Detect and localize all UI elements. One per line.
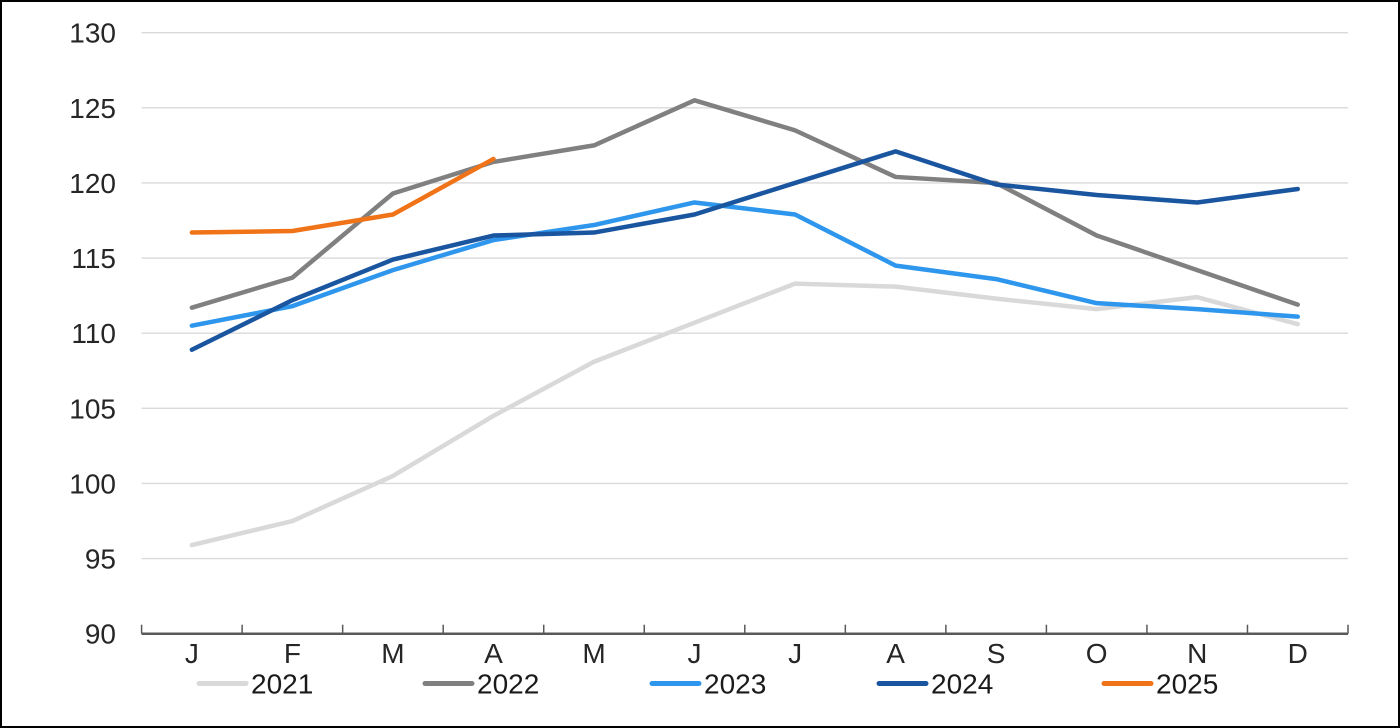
x-axis-label: J: [788, 638, 802, 669]
x-axis-label: D: [1288, 638, 1308, 669]
x-axis-label: F: [284, 638, 301, 669]
y-axis-label: 130: [69, 18, 116, 49]
x-axis-label: J: [185, 638, 199, 669]
x-axis-label: A: [484, 638, 503, 669]
x-axis-label: N: [1187, 638, 1207, 669]
legend-label-2021: 2021: [251, 669, 313, 700]
legend-label-2022: 2022: [477, 669, 539, 700]
series-line-2025: [189, 156, 496, 235]
legend-label-2025: 2025: [1156, 669, 1218, 700]
x-axis-label: M: [582, 638, 605, 669]
x-axis-label: M: [381, 638, 404, 669]
y-axis-label: 90: [85, 619, 116, 650]
series-line-2023: [189, 200, 1300, 328]
series-line-2021: [189, 281, 1300, 548]
y-axis-label: 120: [69, 168, 116, 199]
y-axis-label: 125: [69, 93, 116, 124]
y-axis-label: 115: [71, 243, 116, 274]
x-axis-label: S: [987, 638, 1006, 669]
x-axis-label: A: [886, 638, 905, 669]
y-axis-label: 105: [69, 393, 116, 424]
y-axis-label: 100: [69, 468, 116, 499]
x-axis-label: O: [1086, 638, 1108, 669]
x-axis-label: J: [688, 638, 702, 669]
legend-label-2024: 2024: [931, 669, 993, 700]
legend-label-2023: 2023: [704, 669, 766, 700]
y-axis-label: 95: [85, 544, 116, 575]
series-line-2022: [189, 98, 1300, 310]
y-axis-label: 110: [71, 318, 116, 349]
series-line-2024: [189, 149, 1300, 352]
